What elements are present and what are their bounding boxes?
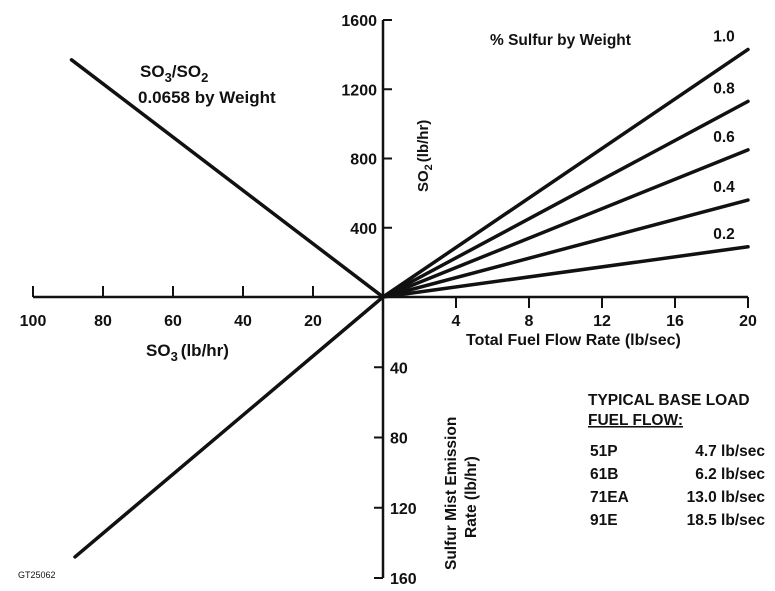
ratio-label: SO3/SO2 (140, 62, 208, 85)
so2-tick-label: 1600 (341, 13, 377, 30)
figure-id: GT25062 (18, 570, 56, 580)
fuel-flow-tick-label: 12 (593, 313, 611, 330)
mist-axis-label-line2: Rate (lb/hr) (463, 456, 480, 538)
table-row-value: 6.2 lb/sec (695, 466, 765, 483)
so3-tick-label: 20 (304, 313, 322, 330)
table-row-model: 51P (590, 443, 618, 460)
sulfur-series-label: 0.2 (713, 226, 735, 243)
table-title-line1: TYPICAL BASE LOAD (588, 392, 750, 409)
so3-tick-label: 60 (164, 313, 182, 330)
sulfur-mist-line (73, 295, 385, 559)
so2-tick-label: 400 (350, 221, 377, 238)
fuel-flow-tick-label: 20 (739, 313, 757, 330)
table-title-line2: FUEL FLOW: (588, 412, 683, 429)
fuel-flow-axis-label: Total Fuel Flow Rate (lb/sec) (466, 332, 681, 349)
sulfur-series-line (381, 148, 750, 299)
fuel-flow-tick-label: 16 (666, 313, 684, 330)
so3-tick-label: 40 (234, 313, 252, 330)
series-labels: 1.0 0.8 0.6 0.4 0.2 (713, 28, 735, 242)
sulfur-series-label: 0.6 (713, 129, 735, 146)
table-row-model: 71EA (590, 489, 629, 506)
so3-so2-ratio-line (69, 58, 385, 299)
sulfur-series-label: 0.8 (713, 80, 735, 97)
mist-tick-label: 40 (390, 360, 408, 377)
sulfur-series-line (381, 198, 750, 299)
mist-tick-label: 120 (390, 501, 417, 518)
sulfur-series-label: 1.0 (713, 28, 735, 45)
table-row-value: 4.7 lb/sec (695, 443, 765, 460)
fuel-flow-table: 51P 4.7 lb/sec 61B 6.2 lb/sec 71EA 13.0 lb/se… (590, 443, 765, 529)
sulfur-series-line (381, 99, 750, 299)
so3-axis-label: SO3 (lb/hr) (146, 341, 229, 364)
sulfur-series-line (381, 47, 750, 299)
sulfur-series-label: 0.4 (713, 179, 735, 196)
sulfur-series-line (381, 245, 750, 299)
so3-tick-label: 100 (20, 313, 47, 330)
table-row-model: 61B (590, 466, 618, 483)
tick-labels: 400 800 1200 1600 4 8 12 16 20 100 80 60 40 20 40 80 120… (20, 13, 757, 588)
so2-tick-label: 1200 (341, 82, 377, 99)
so3-tick-label: 80 (94, 313, 112, 330)
table-row-model: 91E (590, 512, 618, 529)
so2-axis-label: SO2(lb/hr) (415, 120, 435, 192)
ratio-value: 0.0658 by Weight (138, 88, 276, 107)
axis-ticks (32, 19, 749, 579)
mist-tick-label: 160 (390, 571, 417, 588)
chart-lines (69, 47, 750, 559)
fuel-flow-tick-label: 4 (452, 313, 461, 330)
legend-title: % Sulfur by Weight (490, 32, 631, 49)
so2-tick-label: 800 (350, 152, 377, 169)
table-row-value: 13.0 lb/sec (687, 489, 766, 506)
mist-axis-label-line1: Sulfur Mist Emission (443, 417, 460, 570)
mist-tick-label: 80 (390, 431, 408, 448)
table-row-value: 18.5 lb/sec (687, 512, 766, 529)
fuel-flow-tick-label: 8 (525, 313, 534, 330)
